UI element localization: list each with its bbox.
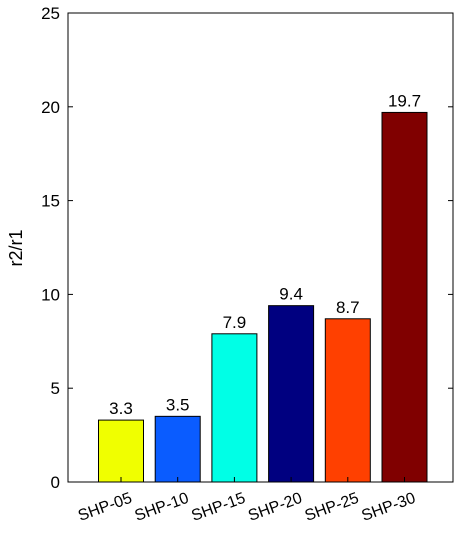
data-label-shp-20: 9.4 [279, 285, 303, 304]
plot-area-frame [67, 12, 454, 483]
bar-shp-25 [324, 318, 371, 483]
x-category-label-shp-15: SHP-15 [189, 490, 248, 525]
data-label-shp-25: 8.7 [336, 298, 360, 317]
y-tick-label: 10 [41, 285, 60, 304]
data-label-shp-10: 3.5 [166, 395, 190, 414]
y-tick-label: 20 [41, 98, 60, 117]
bar-shp-30 [381, 111, 428, 483]
bar-shp-15 [211, 333, 258, 483]
y-tick-label: 5 [51, 379, 60, 398]
y-tick-label: 25 [41, 4, 60, 23]
x-category-label-shp-25: SHP-25 [303, 490, 362, 525]
bar-shp-10 [154, 415, 201, 483]
bar-shp-20 [268, 305, 315, 483]
y-axis-ticks: 0 5 10 15 20 25 [41, 4, 453, 492]
bars-group [98, 111, 428, 483]
y-axis-label: r2/r1 [6, 229, 26, 266]
x-category-label-shp-30: SHP-30 [359, 490, 418, 525]
data-label-shp-15: 7.9 [223, 313, 247, 332]
y-tick-label: 15 [41, 192, 60, 211]
y-tick-label: 0 [51, 473, 60, 492]
bar-shp-05 [98, 419, 144, 483]
data-label-shp-05: 3.3 [109, 399, 133, 418]
x-category-label-shp-20: SHP-20 [246, 490, 305, 525]
x-category-label-shp-10: SHP-10 [133, 490, 192, 525]
x-category-label-shp-05: SHP-05 [76, 490, 135, 525]
data-label-shp-30: 19.7 [388, 91, 421, 110]
data-labels: 3.3 3.5 7.9 9.4 8.7 19.7 [109, 91, 421, 418]
